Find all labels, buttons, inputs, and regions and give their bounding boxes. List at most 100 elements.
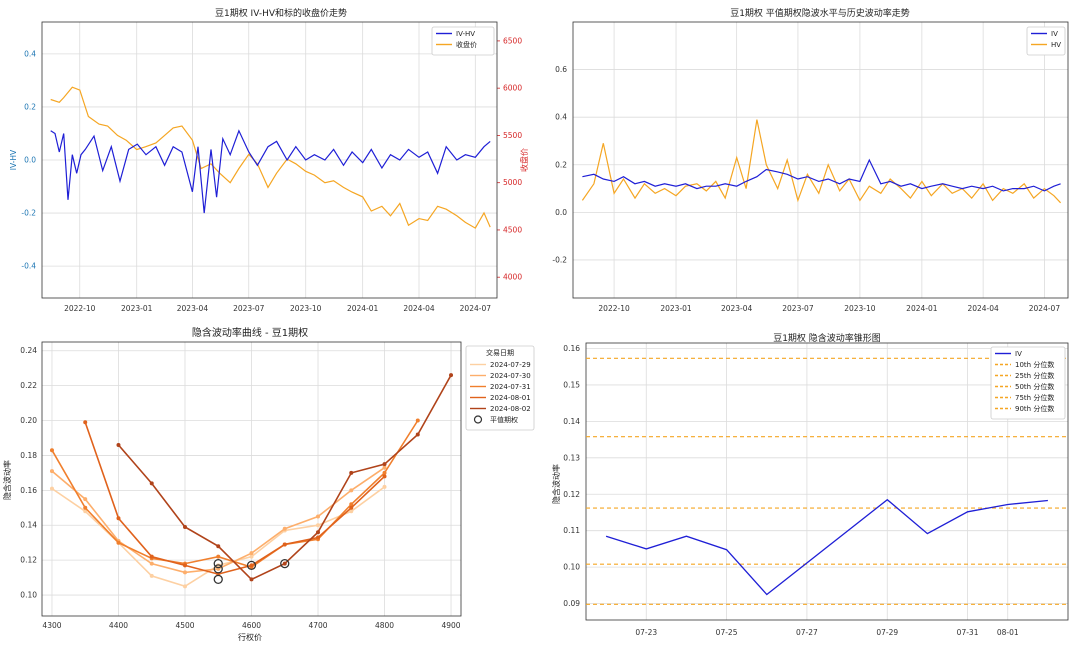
panel-iv-hv: 豆1期权 IV-HV和标的收盘价走势 2022-10 2023-01 2023-04… (9, 7, 529, 313)
data-point (382, 462, 387, 467)
legend-title: 交易日期 (486, 348, 514, 357)
y-tick-label: 0.6 (555, 65, 567, 74)
data-point (415, 432, 420, 437)
x-tick-label: 4600 (242, 621, 261, 630)
data-point (249, 577, 254, 582)
chart-title: 豆1期权 隐含波动率锥形图 (773, 332, 881, 344)
legend-box (990, 346, 1066, 420)
data-point (149, 554, 154, 559)
data-point (249, 554, 254, 559)
y-tick-label: 0.10 (20, 591, 37, 600)
x-tick-label: 07-29 (876, 628, 898, 637)
y-tick-label: 0.22 (20, 381, 37, 390)
x-tick-label: 2024-01 (906, 304, 938, 313)
series-line-2024-08-01 (84, 422, 386, 575)
legend-label: IV (1015, 350, 1022, 358)
data-point (216, 554, 221, 559)
plot-frame (41, 21, 498, 299)
y-tick-label: 0.20 (20, 416, 37, 425)
y-tick-label: -0.2 (21, 209, 36, 218)
series-line-close (50, 86, 491, 229)
data-point (182, 584, 187, 589)
series-line-iv (605, 498, 1048, 596)
data-point (116, 442, 121, 447)
y-axis-label: 隐含波动率 (2, 460, 12, 500)
x-tick-label: 07-23 (635, 628, 657, 637)
series-line-hv (581, 119, 1062, 204)
data-point (182, 563, 187, 568)
x-tick-label: 4300 (42, 621, 61, 630)
y-tick-label: 0.4 (555, 113, 567, 122)
y2-tick-label: 6500 (503, 36, 522, 45)
x-tick-label: 2022-10 (64, 304, 96, 313)
x-tick-label: 2023-01 (660, 304, 692, 313)
data-point (182, 570, 187, 575)
legend-label: 2024-08-02 (490, 405, 531, 413)
y-tick-label: 0.2 (24, 102, 36, 111)
legend-label: IV (1051, 30, 1058, 38)
legend-label: 75th 分位数 (1015, 393, 1054, 402)
y-tick-label: 0.4 (24, 49, 36, 58)
data-point (415, 418, 420, 423)
panel-iv-cone: 豆1期权 隐含波动率锥形图 隐含波动率 07-23 07-25 07-27 07-29… (551, 332, 1069, 637)
series-line-iv-hv (50, 129, 491, 214)
chart-title: 豆1期权 IV-HV和标的收盘价走势 (215, 7, 347, 19)
data-point (382, 465, 387, 470)
legend-marker (473, 415, 483, 424)
x-tick-label: 4800 (375, 621, 394, 630)
legend-label: 2024-07-31 (490, 383, 531, 391)
x-tick-label: 2024-07 (1029, 304, 1061, 313)
x-tick-label: 07-25 (716, 628, 738, 637)
x-tick-label: 07-31 (957, 628, 979, 637)
y2-axis-label: 收盘价 (519, 148, 529, 172)
y-tick-label: 0.16 (20, 486, 37, 495)
legend-label: 90th 分位数 (1015, 404, 1054, 413)
data-point (282, 542, 287, 547)
legend-label: 25th 分位数 (1015, 371, 1054, 380)
panel-atm-iv-hv: 豆1期权 平值期权隐波水平与历史波动率走势 2022-10 2023-01 2023… (552, 7, 1069, 313)
data-point (349, 505, 354, 510)
data-point (149, 573, 154, 578)
y-tick-label: 0.14 (563, 417, 580, 426)
plot-frame (585, 342, 1069, 621)
y-axis-label: 隐含波动率 (551, 464, 561, 504)
chart-title: 隐含波动率曲线 - 豆1期权 (192, 326, 308, 339)
y-tick-label: -0.2 (552, 255, 567, 264)
series-line-2024-08-02 (117, 374, 452, 581)
x-tick-label: 4700 (308, 621, 327, 630)
x-tick-label: 2023-04 (177, 304, 209, 313)
series-line-iv (582, 158, 1061, 192)
y-tick-label: 0.0 (555, 208, 567, 217)
legend-label: 50th 分位数 (1015, 382, 1054, 391)
y2-tick-label: 4000 (503, 273, 522, 282)
legend-label: 收盘价 (456, 40, 477, 49)
x-tick-label: 2022-10 (598, 304, 630, 313)
y-tick-label: 0.0 (24, 156, 36, 165)
x-tick-label: 2024-01 (347, 304, 379, 313)
data-point (382, 470, 387, 475)
x-tick-label: 4400 (109, 621, 128, 630)
legend-label: 平值期权 (490, 415, 518, 424)
y2-tick-label: 6000 (503, 84, 522, 93)
data-point (382, 474, 387, 479)
y2-tick-label: 4500 (503, 225, 522, 234)
data-point (49, 448, 54, 453)
y-tick-label: 0.15 (563, 380, 580, 389)
x-tick-label: 4900 (441, 621, 460, 630)
data-point (349, 502, 354, 507)
data-point (149, 481, 154, 486)
y-tick-label: 0.16 (563, 344, 580, 353)
data-point (83, 497, 88, 502)
atm-marker (280, 558, 290, 569)
y-tick-label: 0.14 (20, 521, 37, 530)
data-point (249, 563, 254, 568)
x-tick-label: 08-01 (997, 628, 1019, 637)
y-axis-label: IV-HV (9, 149, 18, 170)
data-point (282, 526, 287, 531)
y-tick-label: 0.09 (563, 599, 580, 608)
y-tick-label: 0.18 (20, 451, 37, 460)
series-line-2024-07-31 (51, 420, 419, 568)
data-point (116, 516, 121, 521)
data-point (83, 505, 88, 510)
